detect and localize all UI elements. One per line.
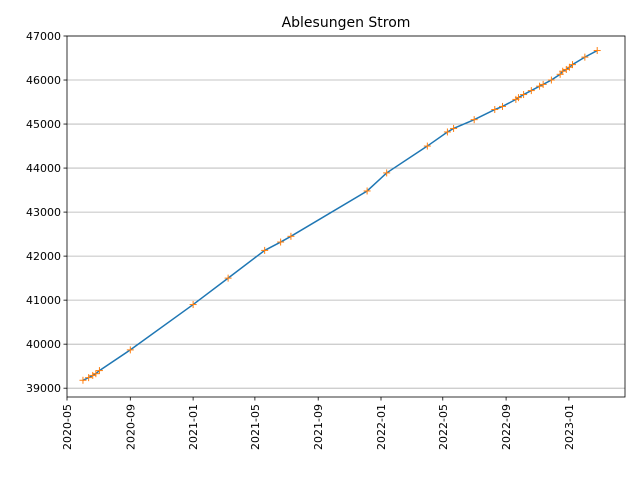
x-tick-label: 2020-05 (61, 404, 74, 450)
data-point-marker (92, 370, 100, 378)
data-point-marker (363, 187, 371, 195)
data-point-marker (514, 94, 522, 102)
y-tick-label: 46000 (26, 74, 61, 87)
data-point-marker (581, 53, 589, 61)
data-point-marker (224, 274, 232, 282)
data-point-marker (568, 61, 576, 69)
data-point-marker (593, 47, 601, 55)
series-layer (79, 47, 601, 384)
y-tick-label: 40000 (26, 338, 61, 351)
y-axis-ticks: 39000 40000 41000 42000 43000 44000 45000 46000… (26, 30, 67, 395)
x-tick-label: 2021-09 (312, 404, 325, 450)
data-point-marker (498, 102, 506, 110)
y-tick-label: 47000 (26, 30, 61, 43)
y-tick-label: 41000 (26, 294, 61, 307)
x-axis-ticks: 2020-05 2020-09 2021-01 2021-05 2021-09 2022-… (61, 397, 576, 450)
data-point-marker (520, 91, 528, 99)
data-point-marker (559, 67, 567, 75)
data-point-marker (470, 116, 478, 124)
data-point-marker (491, 106, 499, 114)
data-point-marker (85, 374, 93, 382)
y-tick-label: 45000 (26, 118, 61, 131)
x-tick-label: 2022-09 (500, 404, 513, 450)
data-point-marker (443, 128, 451, 136)
data-point-marker (79, 376, 87, 384)
y-tick-label: 43000 (26, 206, 61, 219)
data-point-marker (95, 367, 103, 375)
data-point-marker (189, 301, 197, 309)
data-point-marker (261, 246, 269, 254)
series-line (82, 49, 598, 381)
plot-frame (66, 35, 626, 398)
data-point-marker (89, 371, 97, 379)
data-point-marker (536, 82, 544, 90)
data-point-marker (287, 232, 295, 240)
y-tick-label: 39000 (26, 382, 61, 395)
y-tick-label: 42000 (26, 250, 61, 263)
data-point-marker (277, 238, 285, 246)
data-point-marker (423, 142, 431, 150)
x-tick-label: 2020-09 (124, 404, 137, 450)
x-tick-label: 2021-01 (187, 404, 200, 450)
x-tick-label: 2022-01 (375, 404, 388, 450)
data-point-marker (527, 87, 535, 95)
data-point-marker (383, 169, 391, 177)
x-tick-label: 2021-05 (249, 404, 262, 450)
chart-title: Ablesungen Strom (282, 15, 411, 31)
data-point-marker (547, 76, 555, 84)
x-tick-label: 2022-05 (437, 404, 450, 450)
data-point-marker (539, 80, 547, 88)
data-point-marker (126, 346, 134, 354)
x-tick-label: 2023-01 (563, 404, 576, 450)
data-point-marker (450, 124, 458, 132)
y-tick-label: 44000 (26, 162, 61, 175)
